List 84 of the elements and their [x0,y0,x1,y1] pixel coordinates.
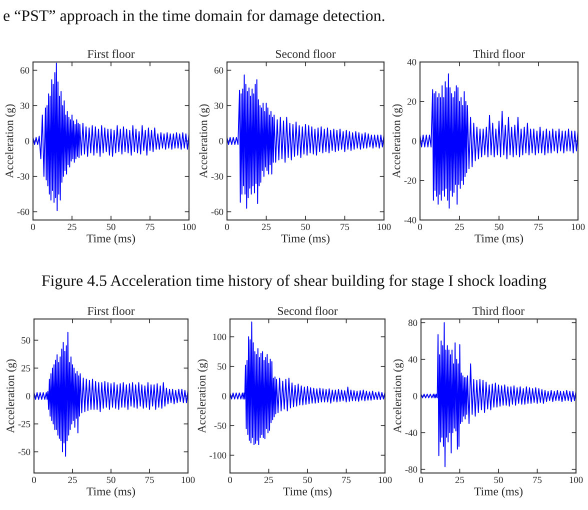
y-axis-title: Acceleration (g) [199,104,210,178]
y-tick-label: -80 [405,466,418,473]
x-tick-label: 50 [106,476,116,484]
x-tick-label: 50 [303,476,312,484]
chart-title: Second floor [278,306,338,315]
x-tick-label: 75 [342,476,351,484]
y-tick-label: -20 [404,177,416,184]
y-tick-label: -100 [210,452,226,459]
y-tick-label: 0 [412,138,416,144]
x-axis-title: Time (ms) [474,487,523,498]
line-series [420,73,578,209]
x-tick-label: 25 [455,224,464,230]
x-tick-label: 25 [262,224,271,230]
text: e “PST” approach in the time domain for damage detection. [4,10,384,24]
x-axis-title: Time (ms) [86,487,136,498]
y-axis-title: Acceleration (g) [392,104,403,178]
y-tick-label: 50 [22,337,30,344]
line-series [227,74,384,209]
x-tick-label: 75 [534,224,543,230]
y-tick-label: 20 [408,98,416,105]
x-tick-label: 50 [494,476,503,484]
y-tick-label: 0 [26,392,30,400]
y-tick-label: 0 [219,138,224,144]
x-tick-label: 0 [32,476,36,484]
x-tick-label: 50 [301,224,310,230]
x-tick-label: 100 [572,224,585,230]
x-axis-title: Time (ms) [474,234,524,245]
x-tick-label: 25 [264,476,274,484]
x-tick-label: 0 [419,476,423,484]
x-tick-label: 0 [31,224,35,230]
x-tick-label: 0 [228,476,232,484]
y-tick-label: 50 [218,363,226,370]
x-tick-label: 75 [145,476,154,484]
y-tick-label: -40 [405,430,418,436]
x-tick-label: 50 [106,224,116,230]
y-tick-label: 25 [22,365,30,372]
x-tick-label: 100 [182,224,196,230]
x-tick-label: 25 [68,224,76,230]
caption: Figure 4.5 Acceleration time history of shear building for stage I shock loading [42,274,546,290]
x-tick-label: 75 [340,224,350,230]
y-tick-label: 80 [408,320,418,326]
x-tick-label: 75 [533,476,542,484]
x-tick-label: 0 [418,224,422,230]
y-tick-label: 30 [214,102,224,109]
x-tick-label: 100 [570,476,583,484]
x-tick-label: 25 [68,476,77,484]
y-tick-label: 0 [222,392,226,400]
y-tick-label: 60 [20,67,30,74]
x-tick-label: 75 [146,224,154,230]
y-tick-label: 40 [408,356,418,363]
y-tick-label: -25 [18,420,30,428]
chart-title: First floor [88,50,135,58]
line-series [421,322,576,468]
y-axis-title: Acceleration (g) [6,359,17,434]
y-tick-label: 30 [20,102,30,109]
chart-title: Second floor [276,50,336,58]
line-series [34,332,188,457]
y-tick-label: 100 [213,334,226,340]
x-tick-label: 50 [494,224,504,230]
y-tick-label: 60 [214,67,224,74]
y-tick-label: -40 [404,216,416,224]
x-axis-title: Time (ms) [86,234,136,245]
y-axis-title: Acceleration (g) [5,104,16,178]
y-tick-label: -60 [17,208,30,216]
chart-title: First floor [88,306,135,315]
chart-title: Third floor [473,50,525,58]
y-axis-title: Acceleration (g) [197,359,208,434]
chart-title: Third floor [472,306,524,315]
y-tick-label: -50 [214,422,226,429]
x-axis-title: Time (ms) [281,234,330,245]
x-tick-label: 25 [455,476,464,484]
line-series [230,321,385,446]
x-tick-label: 100 [182,476,195,484]
x-tick-label: 100 [378,224,391,230]
y-tick-label: -50 [18,448,30,456]
y-tick-label: -30 [17,173,30,180]
y-tick-label: 0 [413,392,418,400]
y-tick-label: 40 [407,58,416,66]
x-axis-title: Time (ms) [283,487,332,498]
y-axis-title: Acceleration (g) [393,359,404,434]
y-tick-label: -30 [211,173,224,180]
x-tick-label: 100 [378,476,392,484]
y-tick-label: 0 [25,138,30,144]
y-tick-label: -60 [211,208,224,216]
